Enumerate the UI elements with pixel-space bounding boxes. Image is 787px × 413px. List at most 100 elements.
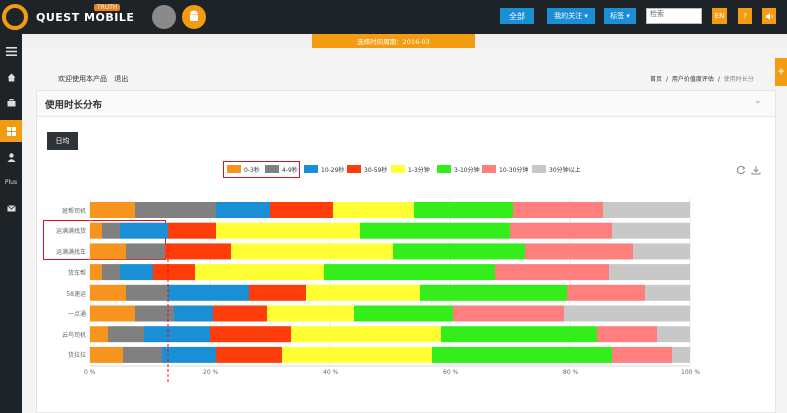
bar-segment[interactable] [393, 243, 525, 260]
legend-item-0-3s[interactable]: 0-3秒 [227, 164, 260, 174]
breadcrumb-home[interactable]: 首页 [650, 76, 663, 83]
bar-segment[interactable] [102, 264, 120, 281]
bar-segment[interactable] [510, 222, 612, 239]
briefcase-icon[interactable] [0, 92, 22, 114]
legend-item-10-29s[interactable]: 10-29秒 [304, 164, 344, 174]
home-icon[interactable] [0, 66, 22, 88]
grid-icon[interactable] [0, 120, 22, 142]
download-icon[interactable] [751, 165, 761, 178]
all-button[interactable]: 全部 [500, 8, 534, 24]
bar-segment[interactable] [282, 346, 432, 363]
bar-segment[interactable] [153, 264, 195, 281]
legend-item-1-3m[interactable]: 1-3分钟 [391, 164, 430, 174]
breadcrumb-section[interactable]: 用户价值度评估 [671, 76, 714, 83]
bar-segment[interactable] [123, 346, 162, 363]
bar-segment[interactable] [90, 305, 135, 322]
bar-segment[interactable] [108, 326, 144, 343]
mail-icon[interactable] [0, 197, 22, 219]
bar-segment[interactable] [135, 305, 174, 322]
bar-segment[interactable] [168, 222, 216, 239]
bar-segment[interactable] [90, 243, 126, 260]
logout-link[interactable]: 退出 [114, 75, 129, 83]
bar-segment[interactable] [525, 243, 633, 260]
bar-segment[interactable] [135, 202, 216, 218]
bar-segment[interactable] [513, 202, 603, 218]
bar-segment[interactable] [249, 284, 306, 301]
bar-segment[interactable] [90, 284, 126, 301]
bar-segment[interactable] [126, 243, 165, 260]
legend-highlight-box [223, 161, 300, 178]
legend-item-10-30m[interactable]: 10-30分钟 [482, 164, 528, 174]
bar-segment[interactable] [120, 264, 153, 281]
user-icon[interactable] [0, 146, 22, 168]
legend-item-30-59s[interactable]: 30-59秒 [347, 164, 387, 174]
legend-item-4-9s[interactable]: 4-9秒 [265, 164, 298, 174]
bar-segment[interactable] [90, 346, 123, 363]
bar-segment[interactable] [90, 222, 102, 239]
bar-segment[interactable] [90, 202, 135, 218]
bar-segment[interactable] [270, 202, 333, 218]
bar-segment[interactable] [333, 202, 414, 218]
x-tick-label: 60 % [443, 369, 459, 376]
bar-segment[interactable] [195, 264, 324, 281]
bar-segment[interactable] [90, 264, 102, 281]
bar-segment[interactable] [495, 264, 609, 281]
bar-segment[interactable] [126, 284, 168, 301]
bar-segment[interactable] [567, 284, 645, 301]
apple-icon[interactable] [152, 5, 176, 29]
category-label: 斑帮司机 [61, 208, 86, 215]
bar-segment[interactable] [564, 305, 690, 322]
android-icon[interactable] [182, 5, 206, 29]
bar-segment[interactable] [162, 346, 216, 363]
legend-item-3-10m[interactable]: 3-10分钟 [437, 164, 480, 174]
bar-segment[interactable] [291, 326, 441, 343]
bar-segment[interactable] [216, 346, 282, 363]
expand-tab-button[interactable]: + [775, 58, 787, 86]
bar-segment[interactable] [102, 222, 120, 239]
quest-mobile-logo[interactable]: QUEST MOBILE TRUTH [2, 3, 152, 31]
bar-segment[interactable] [414, 202, 513, 218]
bar-segment[interactable] [216, 202, 270, 218]
search-input[interactable]: 检索 [646, 8, 702, 24]
collapse-chevron-icon[interactable]: ⌄ [754, 96, 762, 106]
bar-segment[interactable] [231, 243, 393, 260]
bar-segment[interactable] [354, 305, 453, 322]
bar-segment[interactable] [657, 326, 690, 343]
bar-segment[interactable] [612, 346, 672, 363]
refresh-icon[interactable] [736, 165, 746, 178]
bar-segment[interactable] [216, 222, 360, 239]
bar-segment[interactable] [645, 284, 690, 301]
daily-average-button[interactable]: 日均 [47, 132, 78, 150]
menu-icon[interactable] [0, 40, 22, 62]
my-follow-dropdown[interactable]: 我的关注 ▾ [547, 8, 595, 24]
tag-dropdown[interactable]: 标签 ▾ [604, 8, 636, 24]
speaker-icon[interactable] [762, 8, 776, 24]
bar-segment[interactable] [420, 284, 567, 301]
bar-segment[interactable] [453, 305, 564, 322]
bar-segment[interactable] [213, 305, 267, 322]
bar-segment[interactable] [120, 222, 168, 239]
time-period-selector[interactable]: 选择时间周期：2016-03 [312, 34, 475, 48]
bar-segment[interactable] [612, 222, 690, 239]
plus-nav-item[interactable]: Plus [4, 178, 18, 186]
legend-item-30m-plus[interactable]: 30分钟以上 [532, 164, 581, 174]
bar-segment[interactable] [90, 326, 108, 343]
bar-segment[interactable] [168, 284, 249, 301]
bar-segment[interactable] [360, 222, 510, 239]
bar-segment[interactable] [174, 305, 213, 322]
bar-segment[interactable] [597, 326, 657, 343]
bar-segment[interactable] [210, 326, 291, 343]
bar-segment[interactable] [609, 264, 690, 281]
bar-segment[interactable] [306, 284, 420, 301]
bar-segment[interactable] [324, 264, 495, 281]
bar-segment[interactable] [441, 326, 597, 343]
help-button[interactable]: ? [738, 8, 752, 24]
bar-segment[interactable] [633, 243, 690, 260]
bar-segment[interactable] [432, 346, 612, 363]
bar-segment[interactable] [144, 326, 210, 343]
bar-segment[interactable] [672, 346, 690, 363]
bar-segment[interactable] [165, 243, 231, 260]
bar-segment[interactable] [267, 305, 354, 322]
language-button[interactable]: EN [712, 8, 727, 24]
bar-segment[interactable] [603, 202, 690, 218]
